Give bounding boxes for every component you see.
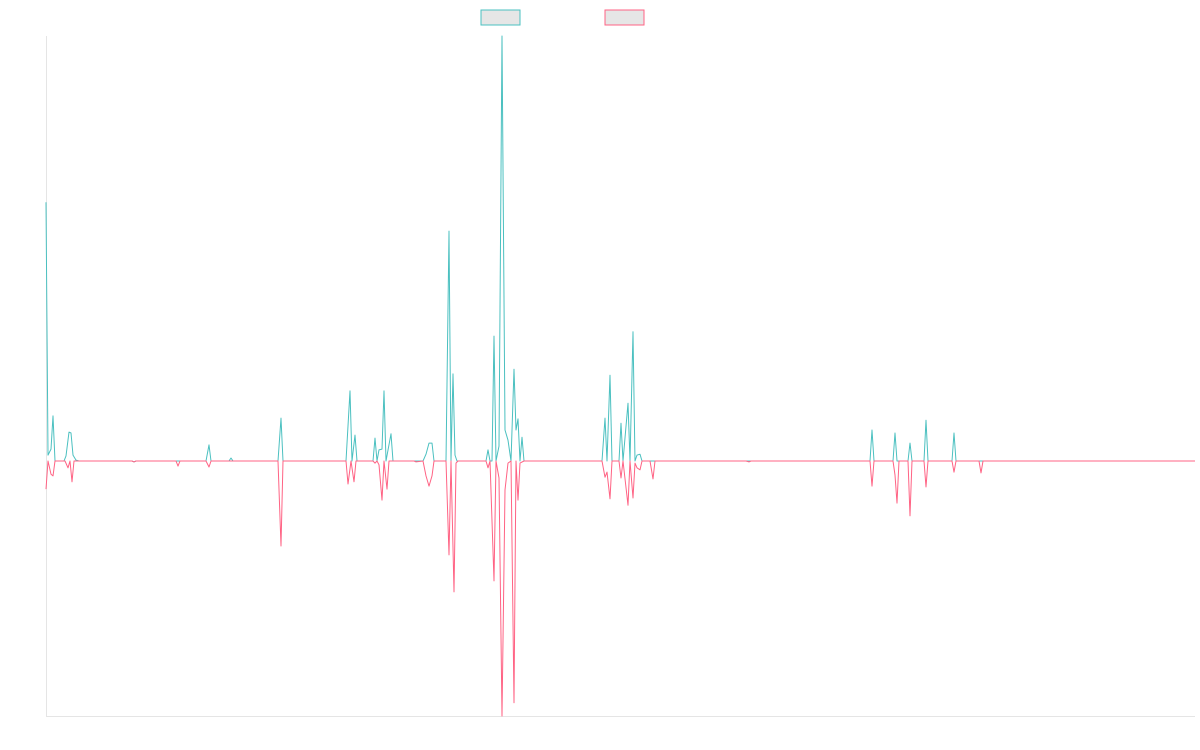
legend-swatch-1[interactable] [480,9,521,26]
legend [480,9,645,26]
series-layer [45,35,1195,717]
series-line-1 [45,35,1195,463]
legend-swatch-2[interactable] [604,9,645,26]
series-line-2 [45,460,1195,717]
